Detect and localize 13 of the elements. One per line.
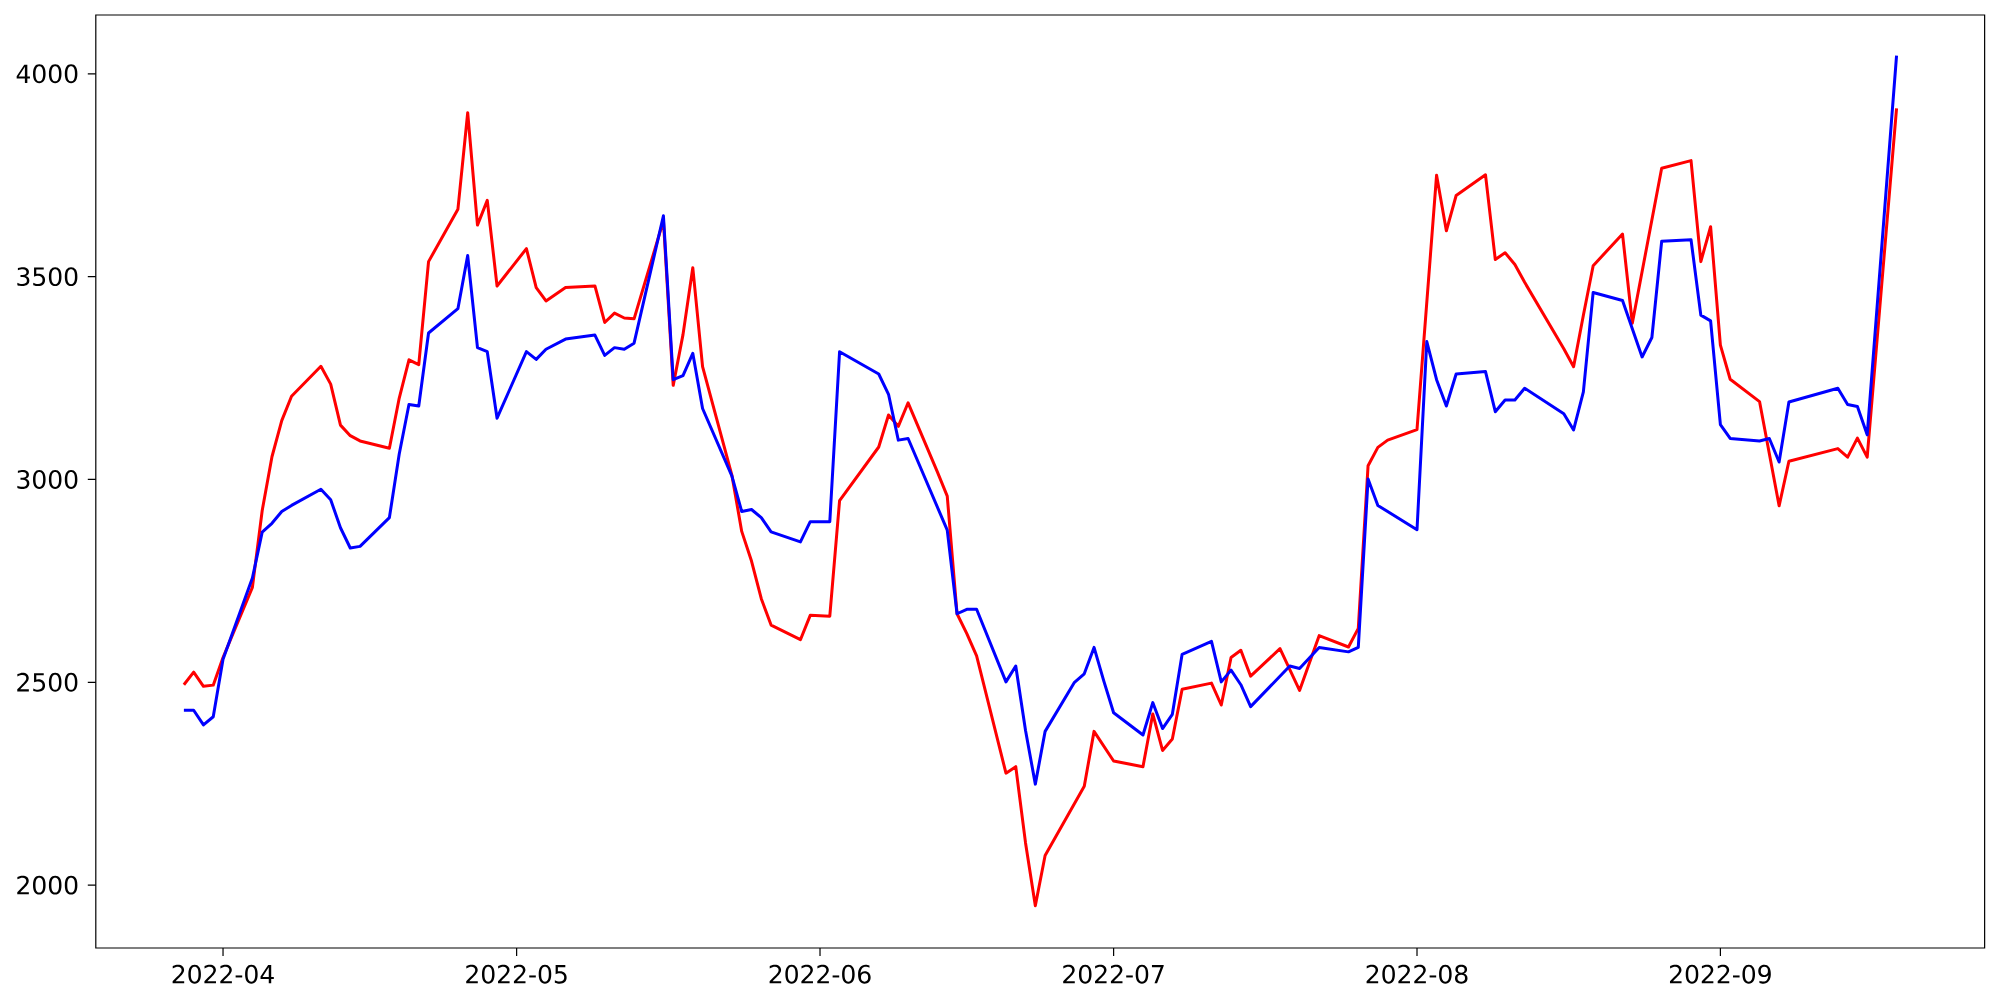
x-tick-label: 2022-04 bbox=[172, 964, 274, 984]
x-tick-label: 2022-05 bbox=[466, 964, 567, 984]
x-tick-label: 2022-06 bbox=[769, 964, 871, 984]
y-tick-label: 3000 bbox=[17, 470, 78, 489]
x-tick-label: 2022-09 bbox=[1669, 964, 1771, 984]
y-tick-label: 4000 bbox=[16, 64, 78, 84]
line-series bbox=[182, 106, 1899, 908]
y-tick-label: 2500 bbox=[17, 672, 78, 692]
line-series bbox=[182, 54, 1899, 786]
x-tick-label: 2022-07 bbox=[1063, 964, 1164, 984]
x-tick-label: 2022-08 bbox=[1366, 964, 1468, 984]
y-tick-label: 2000 bbox=[17, 875, 78, 895]
y-tick-label: 3500 bbox=[17, 267, 78, 287]
